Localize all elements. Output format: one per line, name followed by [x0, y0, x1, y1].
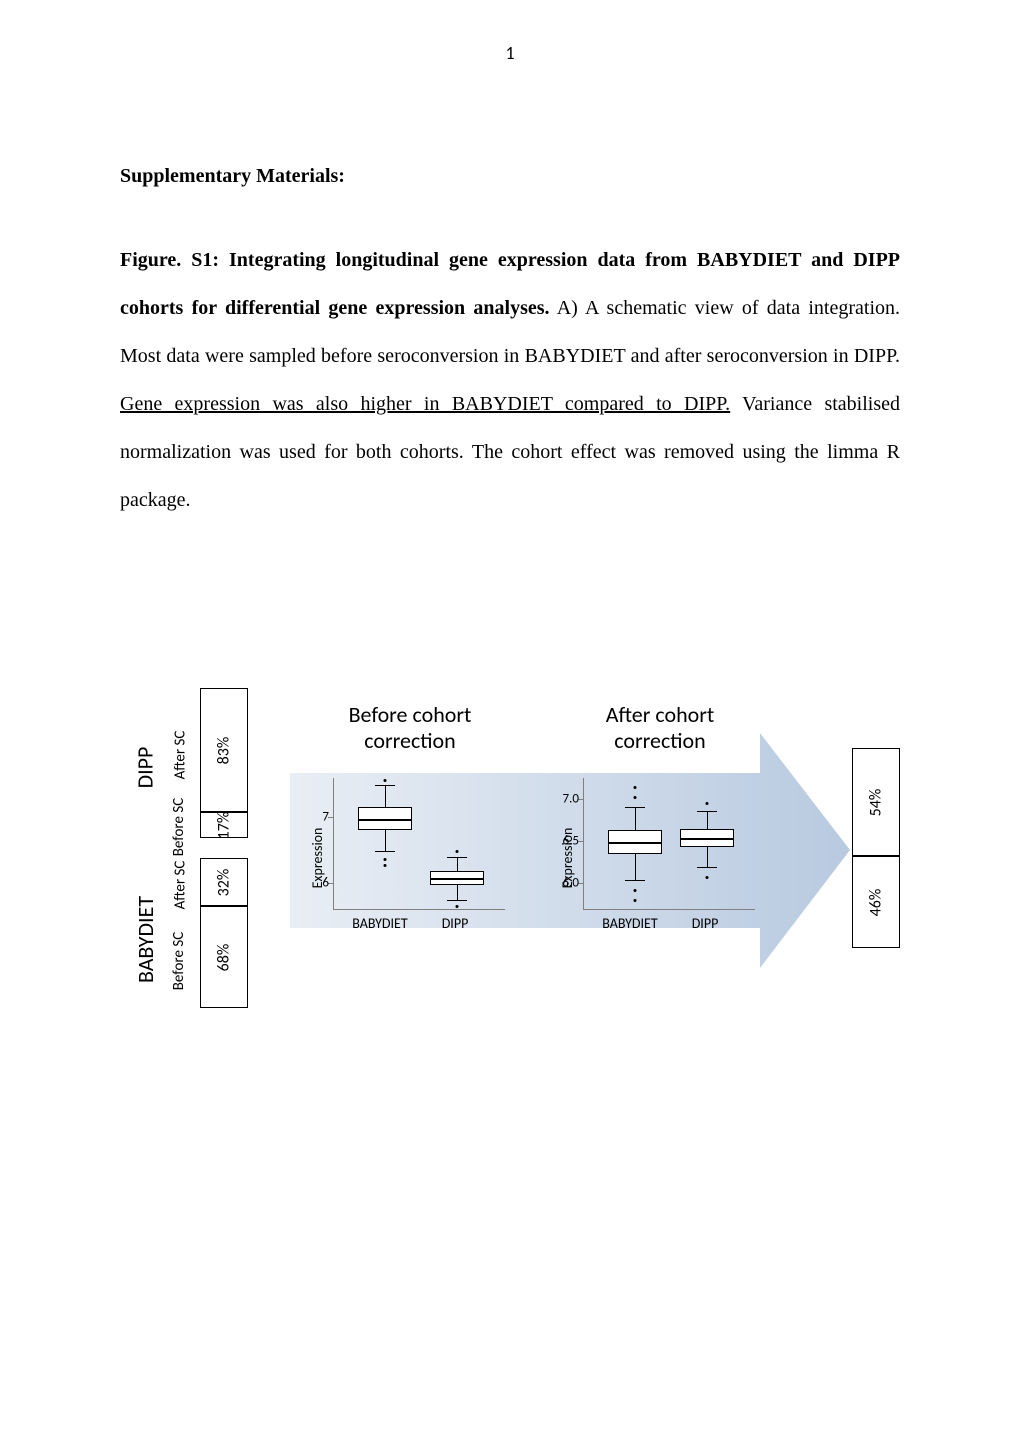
ytick-label: 7.0: [563, 791, 579, 806]
before-x2: DIPP: [442, 915, 469, 932]
content-block: Supplementary Materials: Figure. S1: Int…: [120, 165, 900, 524]
right-seg-top-pct: 54%: [867, 788, 886, 816]
after-panel: Expression BABYDIET DIPP 7.06.56.0: [545, 778, 755, 938]
before-plot: [333, 778, 505, 910]
after-x1: BABYDIET: [602, 915, 657, 932]
dipp-after-sc-label: After SC: [171, 731, 189, 780]
figure-caption: Figure. S1: Integrating longitudinal gen…: [120, 236, 900, 524]
before-title-l2: correction: [364, 727, 455, 754]
baby-after-sc-label: After SC: [171, 861, 189, 910]
ytick-label: 6: [322, 875, 329, 890]
after-title-l1: After cohort: [606, 701, 715, 728]
figure-s1: DIPP After SC Before SC 83% 17% BABYDIET…: [140, 688, 900, 1008]
after-title-l2: correction: [614, 727, 705, 754]
after-x2: DIPP: [692, 915, 719, 932]
babydiet-label: BABYDIET: [132, 896, 159, 983]
ytick-label: 6.0: [563, 875, 579, 890]
ytick-label: 6.5: [563, 833, 579, 848]
boxplot: [358, 778, 412, 909]
caption-underline: Gene expression was also higher in BABYD…: [120, 393, 730, 415]
before-title-l1: Before cohort: [349, 701, 472, 728]
baby-before-sc-label: Before SC: [170, 932, 188, 990]
boxplot: [608, 778, 662, 909]
boxplot: [430, 778, 484, 909]
dipp-after-sc-seg: 83%: [200, 688, 248, 812]
babydiet-bar: 32% 68%: [200, 858, 248, 1008]
baby-after-sc-seg: 32%: [200, 858, 248, 906]
right-seg-bot: 46%: [852, 856, 900, 948]
after-plot: [583, 778, 755, 910]
left-bars: DIPP After SC Before SC 83% 17% BABYDIET…: [140, 688, 250, 1008]
dipp-label: DIPP: [131, 747, 158, 789]
right-bar: 54% 46%: [852, 748, 900, 948]
baby-after-sc-pct: 32%: [215, 868, 234, 896]
baby-before-sc-seg: 68%: [200, 906, 248, 1008]
before-title: Before cohort correction: [310, 702, 510, 755]
page-number: 1: [0, 42, 1020, 64]
dipp-after-sc-pct: 83%: [215, 736, 234, 764]
baby-before-sc-pct: 68%: [215, 943, 234, 971]
dipp-before-sc-label: Before SC: [170, 798, 188, 856]
ytick-label: 7: [322, 810, 329, 825]
section-heading: Supplementary Materials:: [120, 165, 900, 188]
before-panel: Expression BABYDIET DIPP 76: [295, 778, 505, 938]
after-title: After cohort correction: [560, 702, 760, 755]
before-x1: BABYDIET: [352, 915, 407, 932]
boxplot: [680, 778, 734, 909]
right-seg-top: 54%: [852, 748, 900, 856]
dipp-bar: 83% 17%: [200, 688, 248, 838]
dipp-before-sc-pct: 17%: [215, 811, 234, 839]
right-seg-bot-pct: 46%: [867, 888, 886, 916]
dipp-before-sc-seg: 17%: [200, 812, 248, 838]
